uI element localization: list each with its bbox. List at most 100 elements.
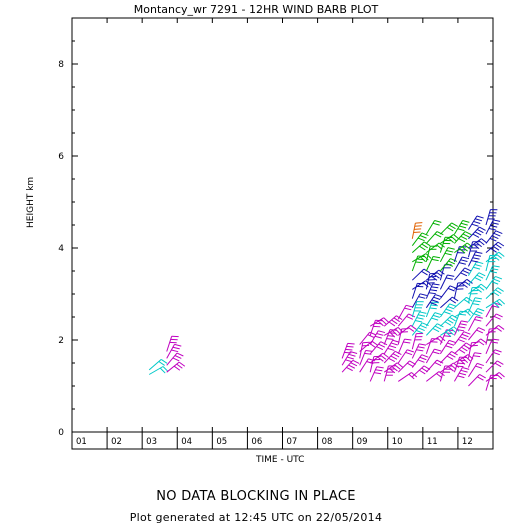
wind-barb-feather [457,375,465,379]
wind-barb-feather [462,367,470,370]
wind-barb-feather [465,310,471,316]
wind-barb-feather [432,327,440,333]
wind-barb-staff [383,350,396,364]
wind-barb-feather [446,263,454,267]
wind-barb-feather [392,353,400,358]
wind-barb-staff [454,267,466,281]
wind-barb-staff [397,313,409,327]
wind-barb-feather [466,278,473,284]
wind-barb-feather [345,348,353,351]
wind-barb-staff [485,313,497,327]
wind-barb-feather [493,219,501,222]
wind-barb-feather [431,317,439,321]
wind-barb-feather [478,240,485,246]
wind-barb-staff [411,283,418,299]
wind-barb-staff [369,320,376,336]
wind-barb-feather [447,306,455,310]
wind-barb-staff [485,209,491,226]
wind-barb-staff [439,258,451,272]
wind-barb-staff [485,360,498,373]
wind-barb-feather [432,301,440,304]
wind-barb-feather [407,362,414,368]
wind-barb-feather [459,323,467,326]
wind-barb-feather [375,369,383,372]
wind-barb-feather [418,314,426,317]
wind-barb-feather [393,317,400,323]
wind-barb-staff [454,331,465,345]
wind-barb-feather [449,316,456,322]
wind-barb-feather [495,253,503,259]
wind-barb-feather [474,277,482,282]
x-tick-label: 07 [287,437,298,447]
y-tick-label: 8 [58,60,64,70]
wind-barb-feather [459,248,466,254]
wind-barb-staff [425,273,431,290]
wind-barb-staff [453,367,463,382]
wind-barb-feather [417,359,425,363]
wind-barb-feather [481,238,488,244]
wind-barb-feather [496,373,503,380]
wind-barb-feather [461,333,469,338]
wind-barb-feather [446,250,454,253]
wind-barb-feather [450,258,458,262]
wind-barb-staff [467,287,473,304]
wind-barb-feather [448,339,456,344]
wind-barb-staff [341,343,349,359]
wind-barb-feather [421,243,428,249]
wind-barb-feather [461,320,469,323]
wind-barb-staff [440,296,453,309]
wind-barb-staff [383,329,391,345]
wind-barb-feather [490,225,498,228]
wind-barb-feather [392,339,400,343]
wind-barb-feather [391,319,398,325]
wind-barb-feather [461,246,468,252]
wind-barb-feather [406,315,414,320]
wind-barb-feather [405,351,413,356]
wind-barb-staff [485,328,490,345]
wind-barb-feather [464,244,471,250]
wind-barb-feather [419,356,427,361]
wind-barb-staff [425,294,436,309]
wind-barb-staff [359,350,367,366]
wind-barb-feather [462,357,469,364]
y-tick-label: 6 [58,152,64,162]
wind-barb-feather [428,292,436,295]
wind-barb-feather [392,330,398,336]
wind-barb-feather [498,324,505,330]
wind-barb-feather [431,275,438,281]
wind-barb-feather [493,278,501,283]
wind-barb-feather [493,232,501,237]
wind-barb-feather [174,343,182,347]
wind-barb-staff [359,340,373,352]
wind-barb-feather [436,231,444,236]
wind-barb-feather [457,329,465,332]
wind-barb-feather [431,258,439,262]
wind-barb-feather [391,366,398,372]
wind-barb-feather [460,235,468,240]
wind-barb-feather [451,222,459,227]
wind-barb-feather [379,354,387,360]
wind-barb-feather [464,355,471,362]
wind-barb-feather [364,352,372,355]
wind-barb-staff [439,340,450,355]
wind-barb-feather [389,331,396,338]
wind-barb-feather [378,330,386,334]
wind-barb-staff [468,338,482,350]
wind-barb-feather [434,325,442,330]
wind-barb-feather [474,231,482,236]
wind-barb-feather [447,274,455,277]
wind-barb-feather [488,228,496,231]
wind-barb-feather [476,228,484,234]
wind-barb-feather [493,302,500,308]
wind-barb-feather [473,266,481,270]
wind-barb-feather [490,247,497,253]
wind-barb-feather [453,362,460,368]
wind-barb-feather [475,365,483,369]
wind-barb-feather [491,222,499,225]
wind-barb-staff [425,220,436,235]
wind-barb-staff [411,365,425,378]
wind-barb-staff [397,338,405,354]
wind-barb-feather [162,366,169,372]
wind-barb-staff [411,255,419,272]
